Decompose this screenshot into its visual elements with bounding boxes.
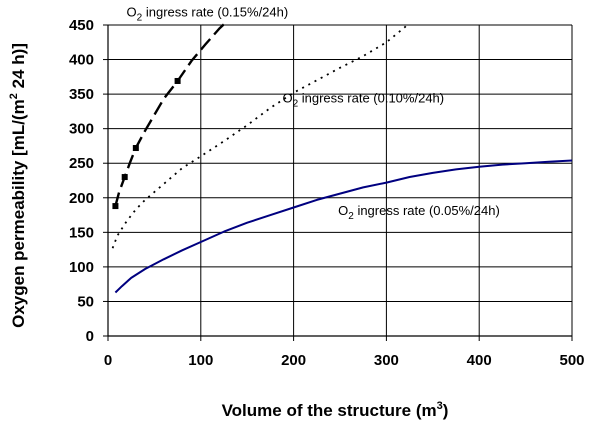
series-label-rest: ingress rate (0.10%/24h) [298,90,444,105]
series-line-2 [111,23,410,249]
y-tick-label: 350 [69,86,94,103]
axes [103,24,573,341]
x-tick-label: 300 [374,352,399,369]
series-label-3: O2 ingress rate (0.05%/24h) [338,203,500,222]
series-label-1: O2 ingress rate (0.15%/24h) [127,5,289,24]
y-tick-label: 100 [69,259,94,276]
y-tick-label: 400 [69,52,94,69]
x-tick-label: 200 [281,352,306,369]
y-tick-label: 450 [69,17,94,34]
y-axis-title: Oxygen permeability [mL/(m2 24 h)] [8,43,28,328]
tick-labels: 0 50 100 150 200 250 300 350 400 450 0 100 200 300 400… [69,17,585,369]
series-marker [174,77,181,84]
series-marker [132,145,139,152]
series-marker [121,174,128,181]
series-label-2: O2 ingress rate (0.10%/24h) [282,90,444,109]
y-tick-label: 250 [69,155,94,172]
x-tick-label: 500 [559,352,584,369]
series-label-o: O [282,90,292,105]
series-label-sub: 2 [137,13,143,24]
series-label-o: O [127,5,137,20]
x-tick-label: 0 [104,352,112,369]
series-annotations: O2 ingress rate (0.15%/24h)O2 ingress ra… [127,5,500,222]
x-tick-label: 100 [188,352,213,369]
series-marker [112,203,119,210]
series-label-rest: ingress rate (0.15%/24h) [142,5,288,20]
x-axis-title: Volume of the structure (m3) [222,400,449,420]
grid [108,24,573,336]
series-line-3 [114,159,573,294]
series-label-o: O [338,203,348,218]
y-tick-label: 200 [69,190,94,207]
series-label-sub: 2 [348,211,354,222]
series-label-sub: 2 [293,98,299,109]
y-tick-label: 0 [86,328,94,345]
x-tick-label: 400 [467,352,492,369]
series-layer [111,23,573,294]
y-tick-label: 150 [69,224,94,241]
y-tick-label: 300 [69,121,94,138]
series-label-rest: ingress rate (0.05%/24h) [354,203,500,218]
y-tick-label: 50 [77,293,94,310]
